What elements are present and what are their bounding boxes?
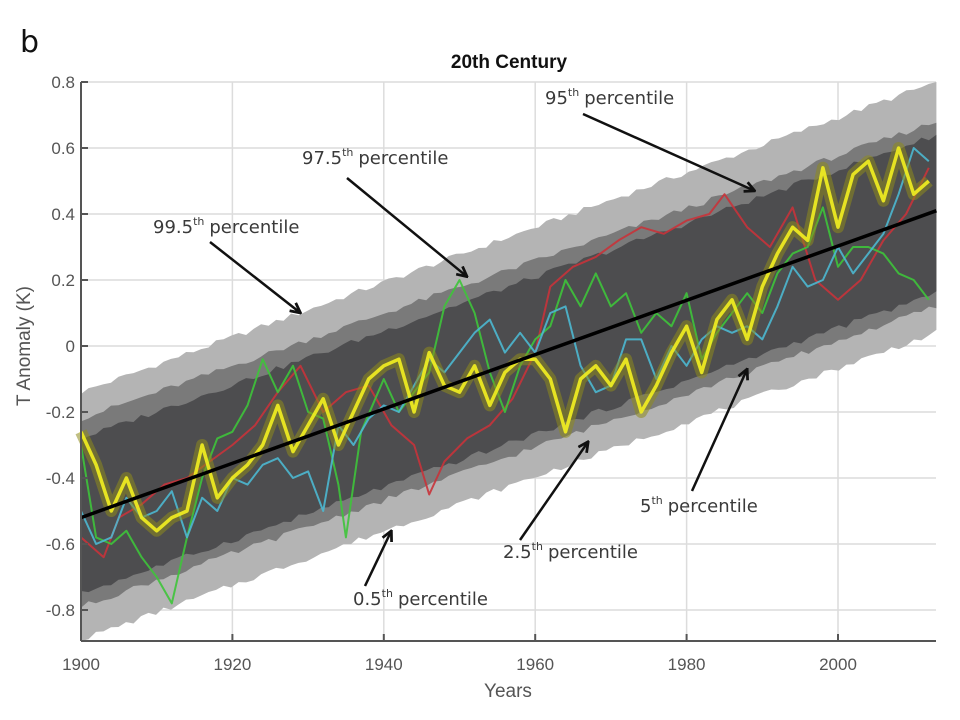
annotation-label: 95th percentile	[545, 86, 674, 109]
x-tick-label: 1900	[62, 655, 100, 674]
annotation-label: 0.5th percentile	[353, 587, 488, 610]
annotation-number: 0.5	[353, 589, 382, 610]
annotation-arrow	[690, 369, 747, 492]
y-tick-label: 0.6	[51, 139, 75, 158]
annotation-number: 97.5	[302, 148, 342, 169]
chart-title: 20th Century	[451, 52, 568, 73]
y-tick-label: -0.6	[46, 535, 75, 554]
series-green-line	[80, 206, 930, 605]
annotation-99-5th-percentile: 99.5th percentile	[153, 215, 301, 313]
annotation-arrow	[363, 531, 391, 587]
annotation-arrow	[209, 241, 301, 313]
y-tick-label: -0.8	[46, 601, 75, 620]
x-tick-label: 1960	[516, 655, 554, 674]
annotation-number: 95	[545, 88, 568, 109]
annotation-number: 99.5	[153, 217, 193, 238]
x-tick-label: 2000	[819, 655, 857, 674]
annotation-arrow	[346, 177, 467, 277]
annotation-number: 5	[640, 496, 651, 517]
y-tick-label: 0	[66, 337, 75, 356]
annotation-superscript: th	[651, 494, 662, 507]
series-red-line	[80, 167, 930, 559]
annotation-superscript: th	[342, 146, 353, 159]
trend-line	[80, 209, 938, 520]
annotation-text: percentile	[358, 148, 448, 169]
annotation-text: percentile	[398, 589, 488, 610]
y-tick-label: 0.2	[51, 271, 75, 290]
annotation-text: percentile	[209, 217, 299, 238]
annotation-95th-percentile: 95th percentile	[545, 86, 755, 191]
y-tick-label: 0.4	[51, 205, 75, 224]
annotation-superscript: th	[193, 215, 204, 228]
y-axis-label: T Anomaly (K)	[14, 286, 35, 406]
annotation-superscript: th	[532, 540, 543, 553]
y-tick-label: -0.2	[46, 403, 75, 422]
annotation-2-5th-percentile: 2.5th percentile	[503, 442, 638, 563]
annotation-label: 2.5th percentile	[503, 540, 638, 563]
annotation-number: 2.5	[503, 542, 532, 563]
annotation-97-5th-percentile: 97.5th percentile	[302, 146, 467, 277]
x-tick-label: 1980	[668, 655, 706, 674]
annotation-superscript: th	[382, 587, 393, 600]
annotation-text: percentile	[668, 496, 758, 517]
trend-line-group	[80, 209, 938, 520]
annotation-5th-percentile: 5th percentile	[640, 369, 758, 517]
annotation-label: 5th percentile	[640, 494, 758, 517]
x-tick-label: 1920	[213, 655, 251, 674]
y-tick-label: -0.4	[46, 469, 75, 488]
x-axis-label: Years	[484, 681, 532, 702]
axes: 1900 1920 1940 1960 1980 2000 0.8 0.6 0.4 0.2 0 -0.…	[46, 73, 936, 674]
annotation-text: percentile	[548, 542, 638, 563]
panel-label: b	[20, 25, 39, 60]
annotation-text: percentile	[584, 88, 674, 109]
annotation-label: 97.5th percentile	[302, 146, 448, 169]
y-tick-label: 0.8	[51, 73, 75, 92]
series-yellow-line	[79, 146, 930, 533]
annotation-arrow	[582, 112, 755, 191]
data-series	[75, 142, 933, 605]
annotation-label: 99.5th percentile	[153, 215, 299, 238]
x-tick-label: 1940	[365, 655, 403, 674]
annotation-superscript: th	[568, 86, 579, 99]
annotation-arrow	[518, 442, 588, 541]
annotation-0-5th-percentile: 0.5th percentile	[353, 531, 488, 610]
